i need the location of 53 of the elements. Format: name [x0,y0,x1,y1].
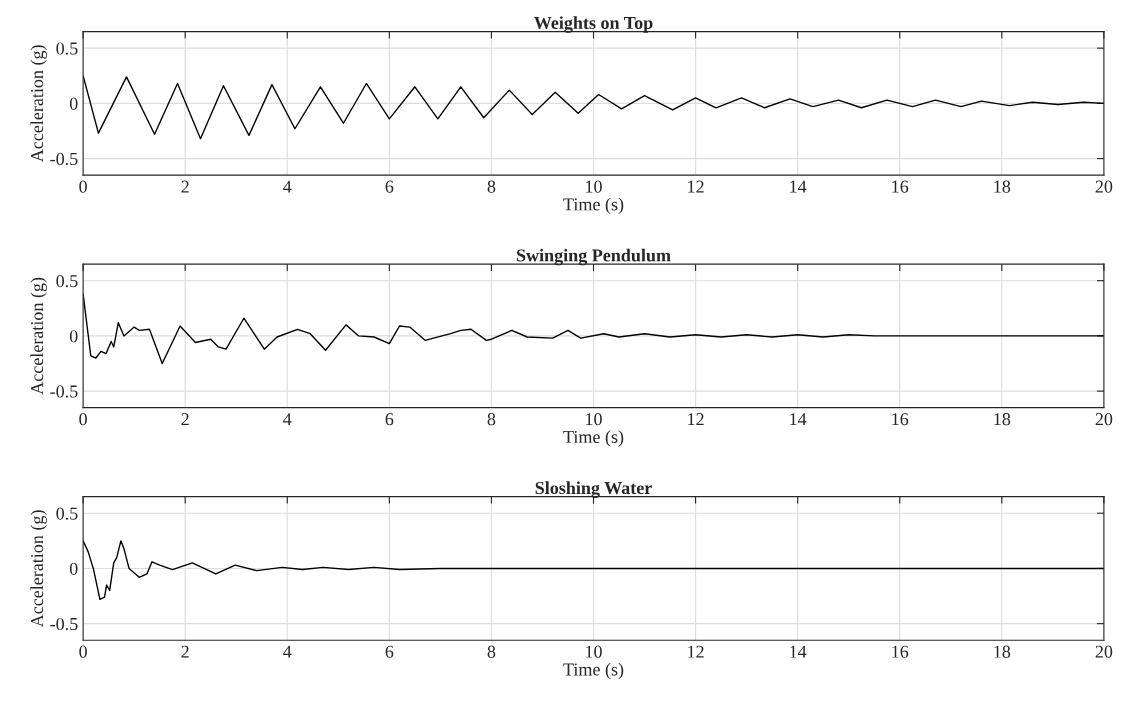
y-tick-label: 0 [69,330,78,343]
x-tick-label: 16 [892,413,909,426]
y-tick-label: -0.5 [50,152,78,166]
x-tick-label: 2 [181,645,189,658]
y-tick-label: -0.5 [50,385,78,398]
x-tick-label: 6 [385,645,394,658]
y-axis-title: Acceleration (g) [30,510,47,628]
x-tick-label: 0 [79,413,87,426]
x-tick-label: 8 [487,645,496,658]
x-tick-label: 12 [688,645,704,658]
x-tick-label: 6 [385,413,394,426]
x-tick-label: 14 [790,180,807,193]
x-tick-label: 12 [688,413,704,426]
y-tick-label: 0 [69,97,78,110]
y-tick-label: 0.5 [56,507,78,520]
x-tick-label: 20 [1095,413,1113,426]
x-tick-label: 4 [283,645,292,658]
x-tick-label: 8 [487,180,496,193]
line-series [83,75,1104,140]
x-tick-label: 0 [79,645,87,658]
x-axis-title: Time (s) [563,430,624,447]
x-tick-label: 10 [586,180,602,193]
y-tick-label: 0.5 [56,274,78,288]
x-tick-label: 16 [892,645,909,658]
x-tick-label: 18 [994,645,1011,658]
chart-title: Sloshing Water [535,481,652,498]
x-tick-label: 2 [181,180,189,193]
x-tick-label: 18 [994,413,1011,426]
x-tick-label: 2 [181,413,189,426]
x-tick-label: 14 [790,413,807,426]
chart-title: Swinging Pendulum [516,248,671,266]
x-tick-label: 8 [487,413,496,426]
y-axis-title: Acceleration (g) [30,277,47,395]
line-series [83,540,1104,601]
y-tick-label: -0.5 [50,617,78,631]
x-tick-label: 10 [586,413,602,426]
x-tick-label: 18 [994,180,1011,193]
chart-title: Weights on Top [534,16,653,33]
y-axis-title: Acceleration (g) [30,45,47,163]
x-tick-label: 16 [892,180,909,193]
y-tick-label: 0 [69,562,78,575]
x-tick-label: 6 [385,180,394,193]
x-tick-label: 12 [688,180,704,193]
x-tick-label: 14 [790,645,807,658]
y-tick-label: 0.5 [56,42,78,55]
x-tick-label: 0 [79,180,87,193]
x-tick-label: 20 [1095,180,1113,193]
x-axis-title: Time (s) [563,197,624,215]
x-tick-label: 20 [1095,645,1113,658]
x-tick-label: 4 [283,413,292,426]
x-tick-label: 4 [283,180,292,193]
x-axis-title: Time (s) [563,662,624,680]
x-tick-label: 10 [586,645,602,658]
